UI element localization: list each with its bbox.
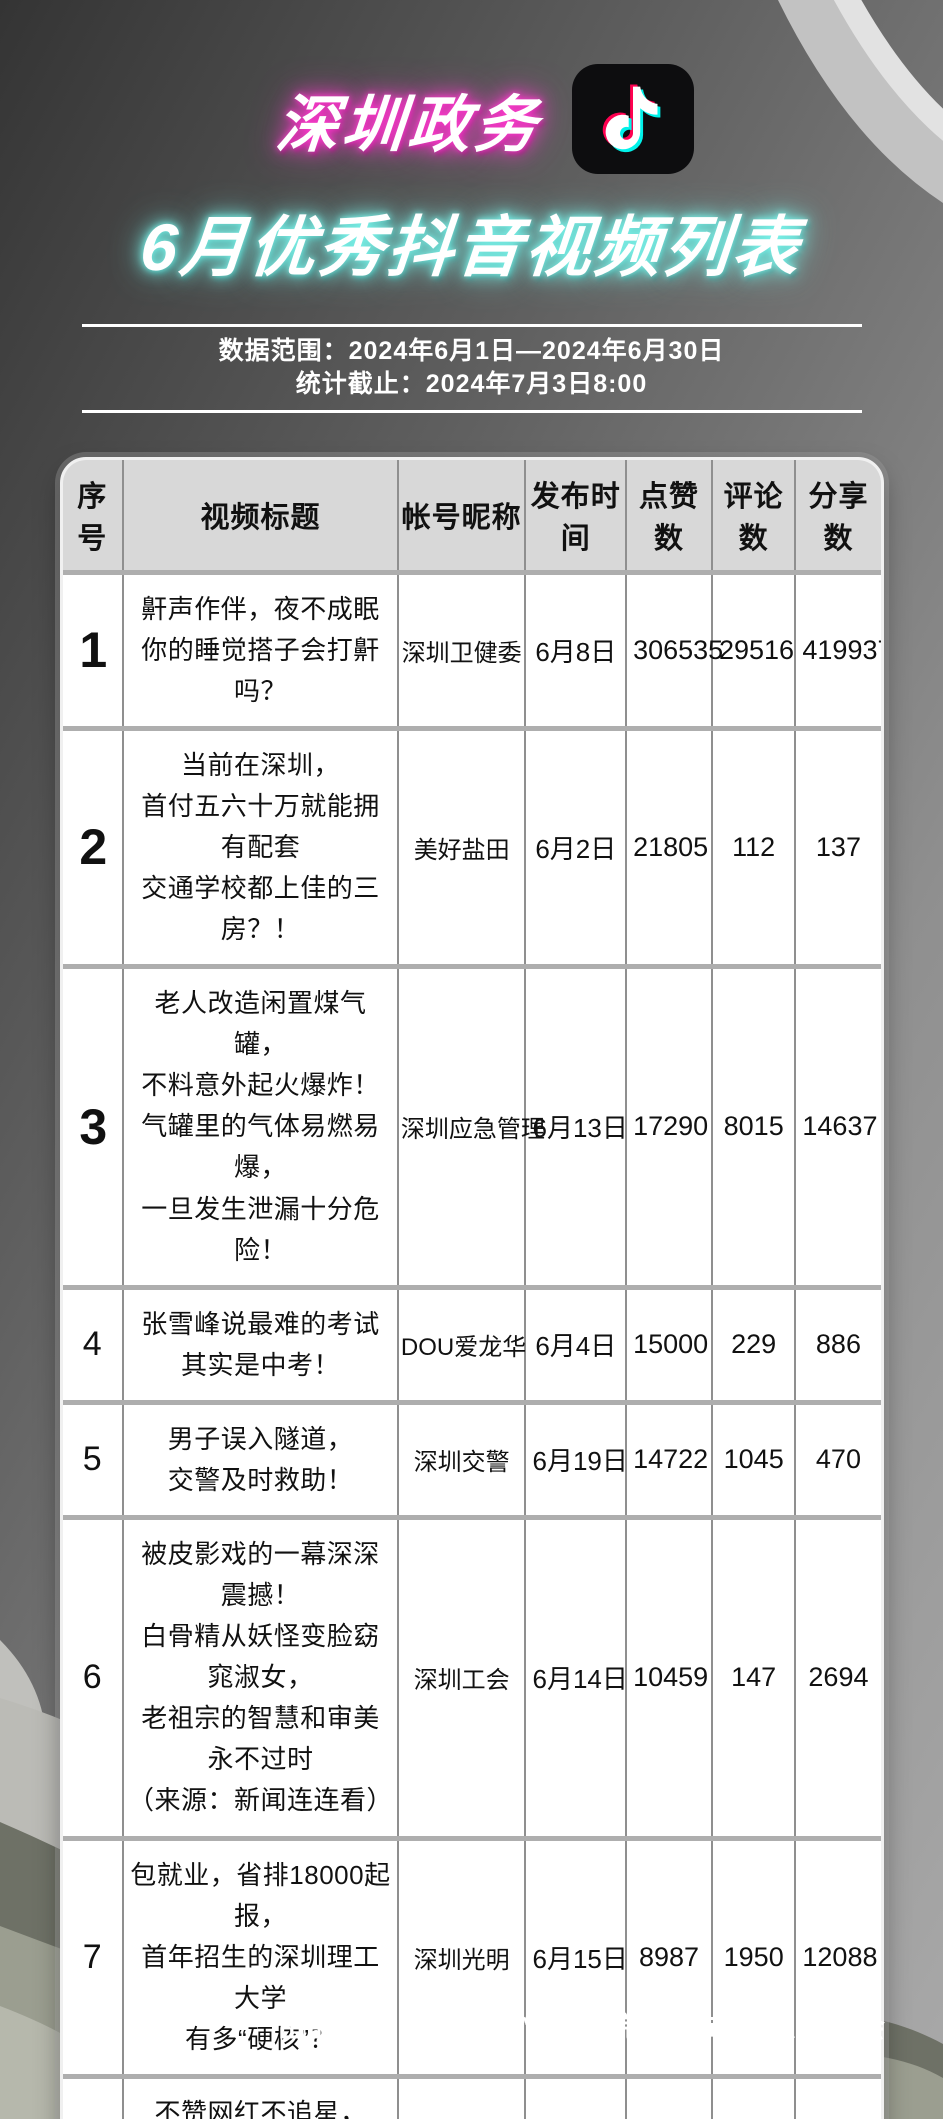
shares-cell: 886 xyxy=(794,1284,881,1405)
data-range-box: 数据范围：2024年6月1日—2024年6月30日 统计截止：2024年7月3日… xyxy=(81,324,862,413)
video-title-cell: 老人改造闲置煤气罐， 不料意外起火爆炸！ 气罐里的气体易燃易爆， 一旦发生泄漏十… xyxy=(122,964,399,1290)
likes-cell: 6370 xyxy=(625,2073,713,2119)
shares-cell: 419937 xyxy=(794,569,881,731)
shares-cell: 12088 xyxy=(794,1835,881,2079)
publish-date-cell: 6月14日 xyxy=(524,1514,628,1841)
rank-cell: 5 xyxy=(62,1399,125,1520)
col-header-shares: 分享数 xyxy=(794,460,881,575)
likes-cell: 17290 xyxy=(625,964,713,1290)
shares-cell: 14637 xyxy=(794,964,881,1290)
comments-cell: 29516 xyxy=(710,569,797,731)
likes-cell: 15000 xyxy=(625,1284,713,1405)
table-row: 7 包就业，省排18000起报， 首年招生的深圳理工大学 有多“硬核”？ 深圳光… xyxy=(62,1835,881,2079)
rank-cell: 3 xyxy=(62,964,125,1290)
douyin-note-icon xyxy=(602,84,660,153)
col-header-title: 视频标题 xyxy=(122,460,399,575)
publish-date-cell: 6月5日 xyxy=(524,2073,628,2119)
publish-date-cell: 6月2日 xyxy=(524,725,628,970)
likes-cell: 21805 xyxy=(625,725,713,970)
video-title-cell: 不赞网红不追星， 只赞人民子弟兵！ 中国军人用子弹钉钉子。 xyxy=(122,2073,399,2119)
page-title-line2: 6月优秀抖音视频列表 xyxy=(137,210,805,284)
account-cell: 美好盐田 xyxy=(396,725,527,970)
account-cell: 深圳交警 xyxy=(396,1399,527,1520)
account-cell: 深圳工会 xyxy=(396,1514,527,1841)
rank-cell: 4 xyxy=(62,1284,125,1405)
producer-credit: 出品单位 | 深圳舆情研究院 深圳市自媒体协会 xyxy=(277,2012,887,2043)
video-title-cell: 包就业，省排18000起报， 首年招生的深圳理工大学 有多“硬核”？ xyxy=(122,1835,399,2079)
table-row: 3 老人改造闲置煤气罐， 不料意外起火爆炸！ 气罐里的气体易燃易爆， 一旦发生泄… xyxy=(62,964,881,1290)
page-title-line1: 深圳政务 xyxy=(273,91,544,160)
comments-cell: 147 xyxy=(710,1514,797,1841)
table-row: 8 不赞网红不追星， 只赞人民子弟兵！ 中国军人用子弹钉钉子。 魅力福田 6月5… xyxy=(62,2073,881,2119)
video-title-cell: 当前在深圳， 首付五六十万就能拥有配套 交通学校都上佳的三房？！ xyxy=(122,725,399,970)
comments-cell: 1950 xyxy=(710,1835,797,2079)
col-header-rank: 序号 xyxy=(62,460,125,575)
rank-cell: 6 xyxy=(62,1514,125,1841)
ribbon-shape xyxy=(778,0,943,203)
publish-date-cell: 6月4日 xyxy=(524,1284,628,1405)
stats-cutoff-text: 统计截止：2024年7月3日8:00 xyxy=(295,370,648,398)
table-row: 1 鼾声作伴，夜不成眠 你的睡觉搭子会打鼾吗？ 深圳卫健委 6月8日 30653… xyxy=(62,569,881,731)
table-row: 4 张雪峰说最难的考试 其实是中考！ DOU爱龙华 6月4日 15000 229… xyxy=(62,1284,881,1405)
ribbon-shape xyxy=(833,0,943,141)
col-header-account: 帐号昵称 xyxy=(396,460,527,575)
table-row: 5 男子误入隧道， 交警及时救助！ 深圳交警 6月19日 14722 1045 … xyxy=(62,1399,881,1520)
comments-cell: 112 xyxy=(710,725,797,970)
account-cell: 魅力福田 xyxy=(396,2073,527,2119)
publish-date-cell: 6月8日 xyxy=(524,569,628,731)
account-cell: 深圳卫健委 xyxy=(396,569,527,731)
account-cell: 深圳应急管理 xyxy=(396,964,545,1290)
shares-cell: 137 xyxy=(794,725,881,970)
rank-cell: 1 xyxy=(62,569,125,731)
shares-cell: 2694 xyxy=(794,1514,881,1841)
likes-cell: 14722 xyxy=(625,1399,713,1520)
comments-cell: 211 xyxy=(710,2073,797,2119)
publish-date-cell: 6月13日 xyxy=(524,964,628,1290)
likes-cell: 306535 xyxy=(625,569,723,731)
table-header-row: 序号 视频标题 帐号昵称 发布时间 点赞数 评论数 分享数 xyxy=(62,460,881,575)
col-header-likes: 点赞数 xyxy=(625,460,713,575)
table-row: 2 当前在深圳， 首付五六十万就能拥有配套 交通学校都上佳的三房？！ 美好盐田 … xyxy=(62,725,881,970)
video-ranking-table: 序号 视频标题 帐号昵称 发布时间 点赞数 评论数 分享数 1 鼾声作伴，夜不成… xyxy=(62,460,881,2119)
video-title-cell: 男子误入隧道， 交警及时救助！ xyxy=(122,1399,399,1520)
publish-date-cell: 6月15日 xyxy=(524,1835,628,2079)
table-row: 6 被皮影戏的一幕深深震撼！ 白骨精从妖怪变脸窈窕淑女， 老祖宗的智慧和审美永不… xyxy=(62,1514,881,1841)
shares-cell: 189 xyxy=(794,2073,881,2119)
col-header-comments: 评论数 xyxy=(710,460,797,575)
comments-cell: 1045 xyxy=(710,1399,797,1520)
likes-cell: 8987 xyxy=(625,1835,713,2079)
publish-date-cell: 6月19日 xyxy=(524,1399,628,1520)
video-title-cell: 鼾声作伴，夜不成眠 你的睡觉搭子会打鼾吗？ xyxy=(122,569,399,731)
video-title-cell: 被皮影戏的一幕深深震撼！ 白骨精从妖怪变脸窈窕淑女， 老祖宗的智慧和审美永不过时… xyxy=(122,1514,399,1841)
account-cell: DOU爱龙华 xyxy=(396,1284,527,1405)
likes-cell: 10459 xyxy=(625,1514,713,1841)
data-range-text: 数据范围：2024年6月1日—2024年6月30日 xyxy=(218,337,725,365)
ranking-table-card: 序号 视频标题 帐号昵称 发布时间 点赞数 评论数 分享数 1 鼾声作伴，夜不成… xyxy=(59,457,884,2119)
video-title-cell: 张雪峰说最难的考试 其实是中考！ xyxy=(122,1284,399,1405)
comments-cell: 229 xyxy=(710,1284,797,1405)
rank-cell: 7 xyxy=(62,1835,125,2079)
douyin-app-badge xyxy=(571,64,694,174)
poster-header: 深圳政务 6月优秀抖音视频列表 xyxy=(0,0,943,290)
rank-cell: 2 xyxy=(62,725,125,970)
rank-cell: 8 xyxy=(62,2073,125,2119)
shares-cell: 470 xyxy=(794,1399,881,1520)
account-cell: 深圳光明 xyxy=(396,1835,527,2079)
col-header-date: 发布时间 xyxy=(524,460,628,575)
comments-cell: 8015 xyxy=(710,964,797,1290)
